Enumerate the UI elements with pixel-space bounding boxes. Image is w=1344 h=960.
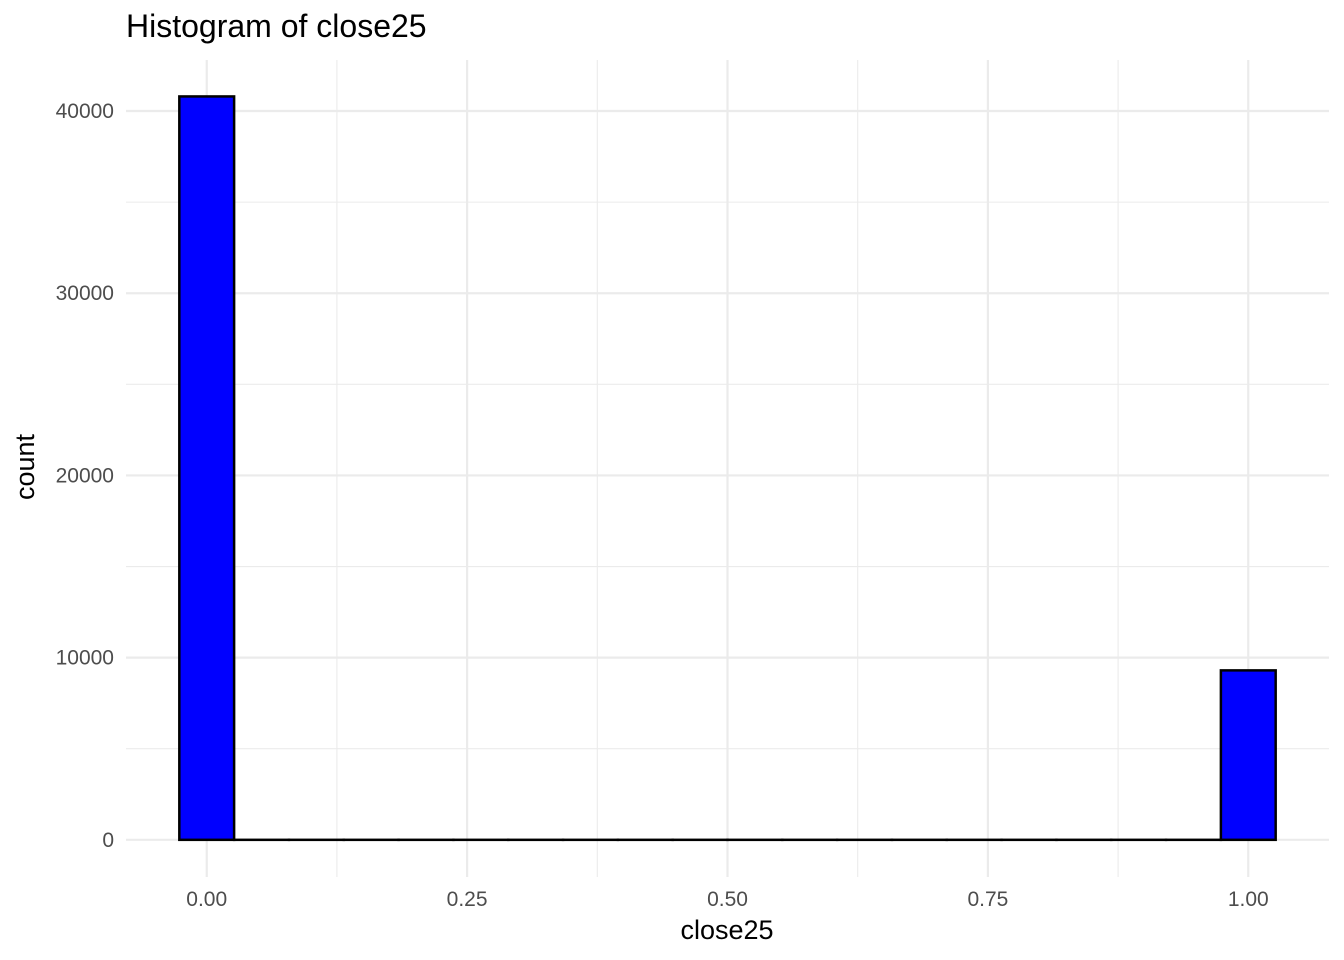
x-tick-label: 1.00 [1228, 888, 1269, 911]
histogram-bar [1219, 669, 1277, 842]
y-axis-label: count [10, 433, 40, 500]
bars-layer [178, 95, 1277, 842]
y-tick-label: 0 [102, 829, 114, 852]
x-tick-label: 0.75 [967, 888, 1008, 911]
x-axis-ticks: 0.00 0.25 0.50 0.75 1.00 [186, 888, 1268, 911]
chart-title: Histogram of close25 [126, 8, 427, 44]
y-axis-ticks: 0 10000 20000 30000 40000 [56, 100, 114, 852]
grid-layer [126, 60, 1329, 877]
y-tick-label: 30000 [56, 282, 114, 305]
x-axis-label: close25 [680, 915, 773, 945]
x-tick-label: 0.50 [707, 888, 748, 911]
y-tick-label: 20000 [56, 464, 114, 487]
y-tick-label: 40000 [56, 100, 114, 123]
x-tick-label: 0.00 [186, 888, 227, 911]
y-tick-label: 10000 [56, 647, 114, 670]
x-tick-label: 0.25 [447, 888, 488, 911]
histogram-bar [178, 95, 236, 842]
